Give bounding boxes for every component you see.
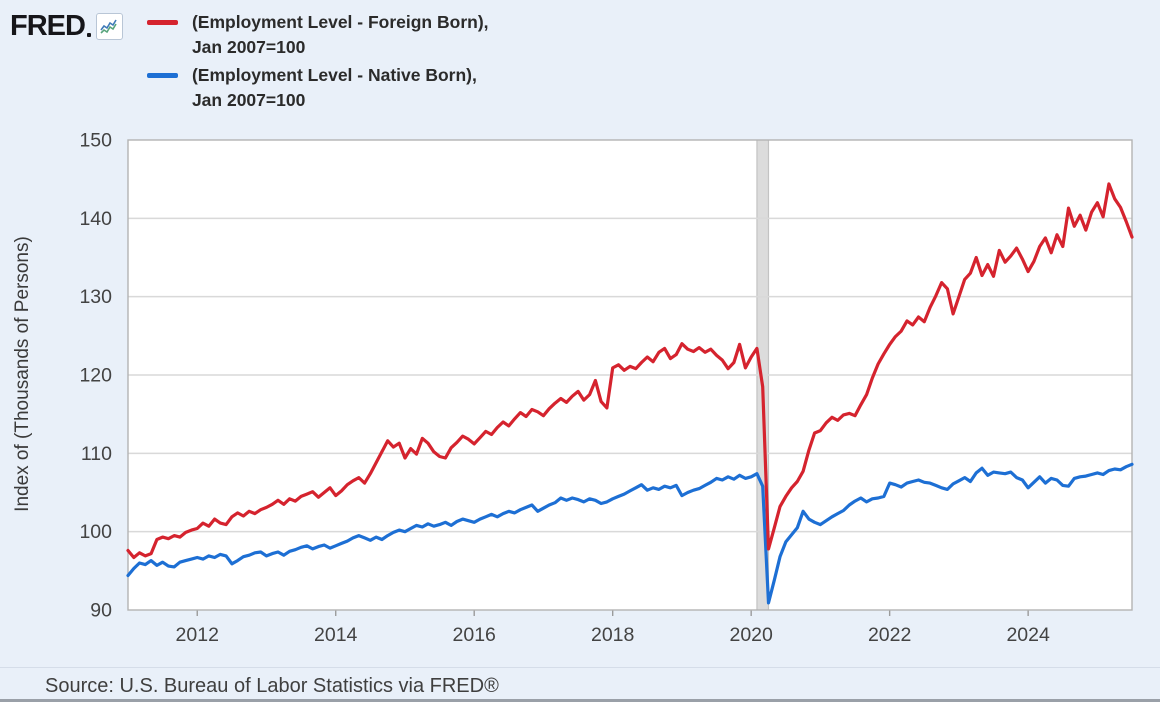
y-tick-label: 110 [81, 443, 112, 465]
legend-item-foreign-born: (Employment Level - Foreign Born), Jan 2… [146, 10, 489, 60]
x-tick-label: 2020 [729, 624, 773, 646]
x-tick-label: 2014 [314, 624, 358, 646]
source-text: Source: U.S. Bureau of Labor Statistics … [45, 675, 499, 697]
y-tick-label: 140 [79, 208, 112, 230]
y-tick-label: 90 [90, 600, 112, 622]
x-tick-label: 2018 [591, 624, 634, 646]
y-axis-title: Index of (Thousands of Persons) [12, 236, 33, 512]
registered-mark-dot [86, 33, 91, 37]
foreign-born-series-line[interactable] [126, 182, 1134, 560]
x-tick-label: 2012 [176, 624, 219, 646]
fred-logo-text: FRED [10, 10, 86, 42]
x-tick-label: 2024 [1006, 624, 1050, 646]
legend-label-native-born: (Employment Level - Native Born), Jan 20… [192, 63, 477, 113]
y-tick-label: 130 [79, 286, 112, 308]
chart-legend: (Employment Level - Foreign Born), Jan 2… [146, 10, 489, 116]
legend-swatch-foreign-born [146, 20, 178, 25]
legend-label-line1: (Employment Level - Foreign Born), [191, 12, 489, 32]
legend-label-line1: (Employment Level - Native Born), [191, 65, 477, 85]
plot-border [127, 139, 1133, 611]
legend-swatch-native-born [146, 73, 178, 78]
legend-label-line2: Jan 2007=100 [191, 90, 306, 110]
chart-header: FRED (Employment Level - Foreign Born), … [10, 10, 489, 116]
y-tick-label: 100 [79, 521, 112, 543]
fred-logo[interactable]: FRED [10, 10, 123, 42]
legend-item-native-born: (Employment Level - Native Born), Jan 20… [146, 63, 489, 113]
legend-label-line2: Jan 2007=100 [191, 37, 306, 57]
x-tick-label: 2016 [453, 624, 496, 646]
y-tick-label: 150 [79, 130, 112, 152]
fred-sparkline-icon [95, 12, 123, 40]
x-tick-label: 2022 [868, 624, 911, 646]
source-separator [0, 667, 1160, 668]
legend-label-foreign-born: (Employment Level - Foreign Born), Jan 2… [192, 10, 489, 60]
y-tick-label: 120 [79, 365, 112, 387]
native-born-series-line[interactable] [126, 462, 1134, 605]
